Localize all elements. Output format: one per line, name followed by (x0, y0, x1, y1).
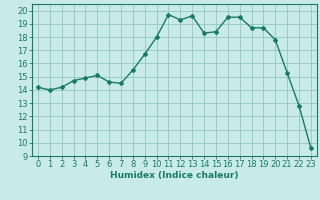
X-axis label: Humidex (Indice chaleur): Humidex (Indice chaleur) (110, 171, 239, 180)
